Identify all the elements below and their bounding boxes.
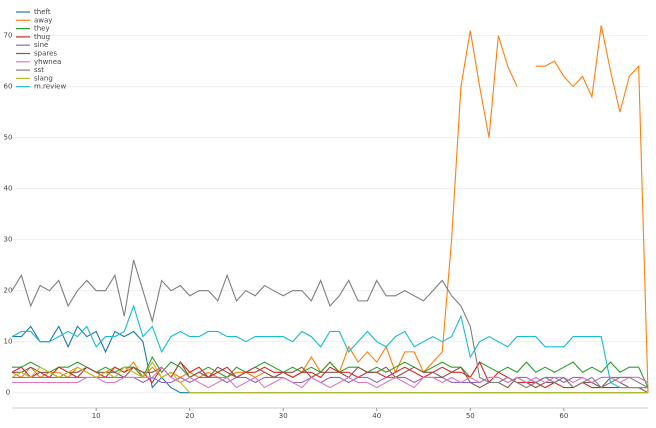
y-tick-label: 0 — [6, 389, 10, 397]
x-tick-label: 30 — [279, 412, 288, 420]
legend-label: slang — [34, 74, 53, 82]
y-tick-label: 60 — [4, 83, 13, 91]
legend-label: yhwnea — [34, 58, 61, 66]
y-tick-label: 40 — [4, 185, 13, 193]
x-tick-label: 50 — [466, 412, 475, 420]
x-tick-label: 60 — [559, 412, 568, 420]
series-line — [11, 25, 649, 393]
x-tick-label: 40 — [372, 412, 381, 420]
legend-label: theft — [34, 8, 51, 16]
series-line — [11, 259, 649, 389]
y-tick-label: 50 — [4, 134, 13, 142]
legend-label: sst — [34, 66, 44, 74]
legend-label: they — [34, 25, 50, 33]
legend-label: away — [34, 16, 52, 24]
legend-label: thug — [34, 33, 50, 41]
y-tick-label: 70 — [4, 32, 13, 40]
x-tick-label: 20 — [185, 412, 194, 420]
y-tick-label: 20 — [4, 287, 13, 295]
series-line — [12, 366, 649, 389]
y-tick-label: 30 — [4, 236, 13, 244]
series-line — [11, 361, 648, 394]
series-line — [11, 304, 648, 389]
x-tick-label: 10 — [92, 412, 101, 420]
series-line — [11, 360, 648, 389]
series-line — [12, 355, 649, 388]
legend-label: spares — [34, 50, 57, 58]
legend-label: sine — [34, 41, 48, 49]
legend-label: m.review — [34, 83, 66, 91]
y-tick-label: 10 — [4, 338, 13, 346]
